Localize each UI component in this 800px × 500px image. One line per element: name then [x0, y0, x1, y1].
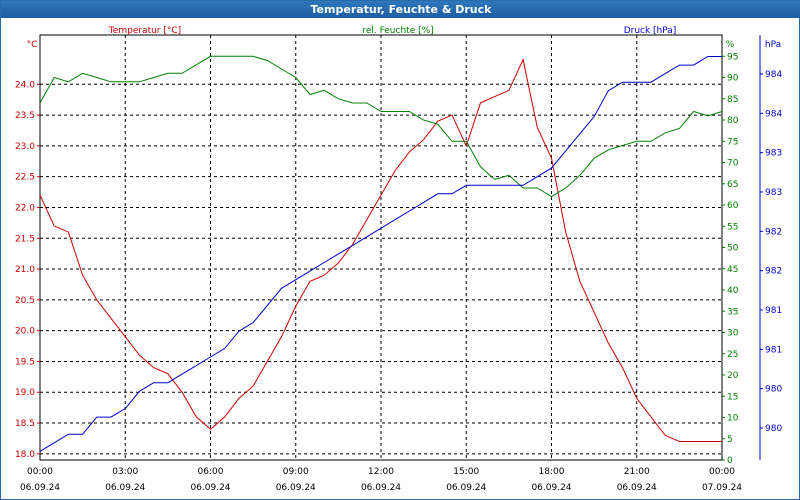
y-tick-label-temperature: 21.5 — [15, 234, 35, 244]
y-tick-label-humidity: 25 — [727, 350, 738, 360]
y-tick-label-humidity: 55 — [727, 222, 738, 232]
x-tick-time-label: 15:00 — [453, 467, 479, 477]
y-tick-label-humidity: 5 — [727, 435, 733, 445]
axes-layer — [37, 34, 763, 461]
x-tick-date-label: 06.09.24 — [531, 483, 571, 493]
temperature-unit-label: °C — [27, 40, 38, 50]
y-tick-label-humidity: 30 — [727, 329, 739, 339]
y-tick-label-pressure: 983 — [765, 149, 782, 159]
x-tick-time-label: 00:00 — [709, 467, 735, 477]
y-tick-label-humidity: 60 — [727, 201, 739, 211]
y-tick-label-temperature: 20.5 — [15, 296, 35, 306]
series-layer — [39, 55, 723, 452]
x-tick-date-label: 06.09.24 — [20, 483, 60, 493]
chart-title: Temperatur, Feuchte & Druck — [1, 1, 800, 18]
series-line-pressure — [39, 56, 722, 452]
y-tick-label-humidity: 85 — [727, 95, 738, 105]
y-tick-label-humidity: 50 — [727, 244, 739, 254]
y-tick-label-pressure: 981 — [765, 306, 782, 316]
x-tick-date-label: 06.09.24 — [190, 483, 230, 493]
y-tick-label-temperature: 24.0 — [15, 80, 35, 90]
y-tick-label-pressure: 981 — [765, 345, 782, 355]
humidity-axis-label: rel. Feuchte [%] — [362, 26, 433, 36]
labels-layer: 00:00 06.09.24 03:00 06.09.24 06:00 06.09.24 0… — [15, 26, 782, 493]
y-tick-label-temperature: 21.0 — [15, 265, 35, 275]
y-tick-label-humidity: 75 — [727, 137, 738, 147]
y-tick-label-humidity: 35 — [727, 307, 738, 317]
y-tick-label-humidity: 65 — [727, 180, 738, 190]
y-tick-label-pressure: 982 — [765, 267, 782, 277]
y-tick-label-humidity: 10 — [727, 414, 739, 424]
humidity-unit-label: % — [726, 40, 735, 50]
series-line-humidity — [39, 55, 723, 198]
grid-layer — [40, 35, 722, 460]
x-tick-date-label: 07.09.24 — [702, 483, 742, 493]
y-tick-label-humidity: 40 — [727, 286, 739, 296]
x-tick-date-label: 06.09.24 — [361, 483, 401, 493]
pressure-axis-label: Druck [hPa] — [624, 26, 677, 36]
x-tick-time-label: 03:00 — [112, 467, 138, 477]
y-tick-label-pressure: 984 — [765, 70, 782, 80]
y-tick-label-temperature: 18.5 — [15, 419, 35, 429]
x-tick-date-label: 06.09.24 — [446, 483, 486, 493]
y-tick-label-temperature: 23.5 — [15, 111, 35, 121]
y-tick-label-humidity: 20 — [727, 371, 739, 381]
y-tick-label-humidity: 45 — [727, 265, 738, 275]
series-line-temperature — [39, 58, 722, 442]
y-tick-label-pressure: 982 — [765, 227, 782, 237]
y-tick-label-pressure: 980 — [765, 424, 782, 434]
x-tick-time-label: 00:00 — [27, 467, 53, 477]
y-tick-label-humidity: 95 — [727, 52, 738, 62]
y-tick-label-temperature: 20.0 — [15, 327, 35, 337]
y-tick-label-pressure: 984 — [765, 109, 782, 119]
x-tick-time-label: 12:00 — [368, 467, 394, 477]
y-tick-label-humidity: 90 — [727, 74, 739, 84]
y-tick-label-temperature: 19.0 — [15, 388, 35, 398]
x-tick-time-label: 18:00 — [539, 467, 565, 477]
y-tick-label-temperature: 22.5 — [15, 173, 35, 183]
y-tick-label-humidity: 15 — [727, 392, 738, 402]
y-tick-label-pressure: 983 — [765, 188, 782, 198]
x-tick-time-label: 06:00 — [198, 467, 224, 477]
temperature-axis-label: Temperatur [°C] — [108, 26, 181, 36]
x-tick-time-label: 09:00 — [283, 467, 309, 477]
y-tick-label-temperature: 23.0 — [15, 142, 35, 152]
y-tick-label-pressure: 980 — [765, 385, 782, 395]
x-tick-date-label: 06.09.24 — [105, 483, 145, 493]
y-tick-label-humidity: 70 — [727, 159, 739, 169]
y-tick-label-temperature: 18.0 — [15, 450, 35, 460]
x-tick-date-label: 06.09.24 — [617, 483, 657, 493]
y-tick-label-temperature: 22.0 — [15, 203, 35, 213]
x-tick-date-label: 06.09.24 — [276, 483, 316, 493]
y-tick-label-temperature: 19.5 — [15, 357, 35, 367]
x-tick-time-label: 21:00 — [624, 467, 650, 477]
pressure-unit-label: hPa — [765, 40, 781, 50]
y-tick-label-humidity: 0 — [727, 456, 733, 466]
y-tick-label-humidity: 80 — [727, 116, 739, 126]
